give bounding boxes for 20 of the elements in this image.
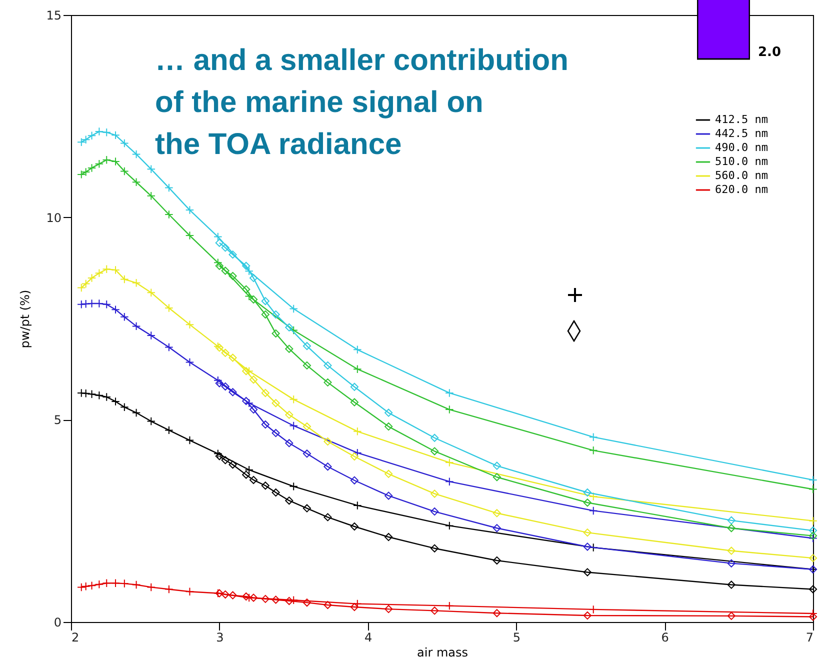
legend-label: 620.0 nm [715,183,768,196]
y-tick-label: 15 [46,8,62,22]
x-tick-label: 7 [806,630,814,644]
legend-label: 490.0 nm [715,141,768,154]
x-tick-label: 4 [364,630,372,644]
legend-label: 442.5 nm [715,127,768,140]
annotation: 2.0 [758,45,782,61]
y-tick-label: 5 [54,413,62,428]
legend-label: 560.0 nm [715,169,768,182]
x-axis-title: air mass [417,646,468,660]
x-tick-label: 6 [661,630,669,644]
annotation: … and a smaller contribution of the marine signal on the TOA radiance [155,43,568,163]
x-tick-label: 2 [72,630,80,644]
legend-label: 412.5 nm [715,113,768,126]
y-tick-label: 10 [46,210,62,225]
y-axis-title: pw/pt (%) [18,290,32,348]
legend-label: 510.0 nm [715,155,768,168]
x-tick-label: 5 [512,630,521,644]
x-tick-label: 3 [216,630,224,644]
y-tick-label: 0 [54,616,62,630]
